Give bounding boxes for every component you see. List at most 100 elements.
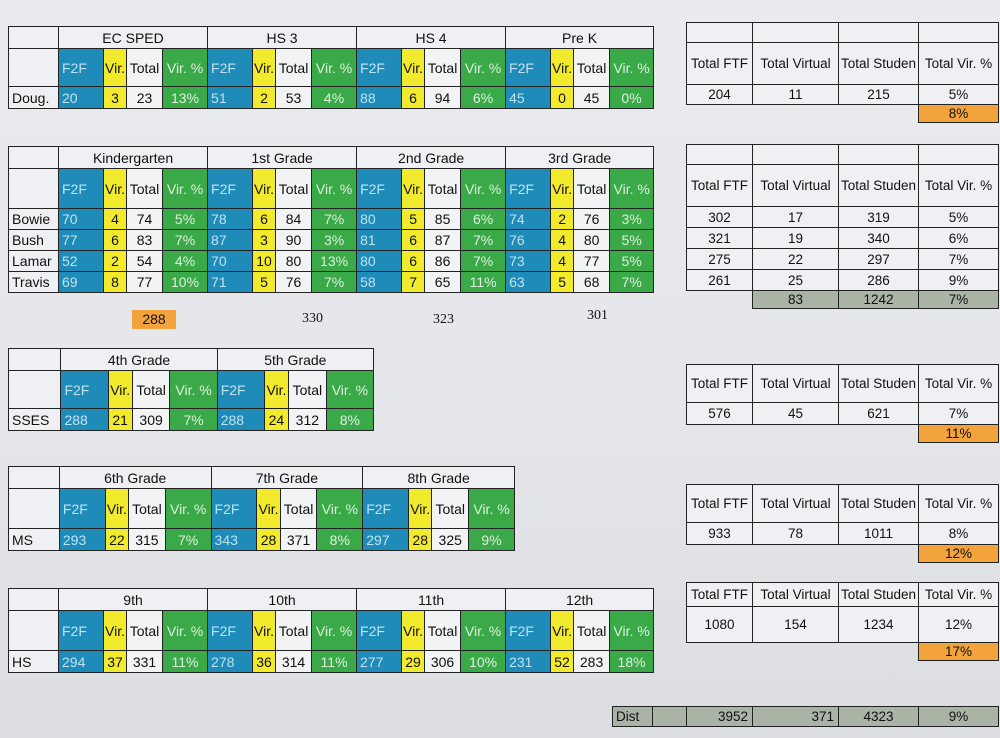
pct-value: 7% xyxy=(460,250,507,272)
total-value: 76 xyxy=(275,271,313,293)
pct-value: 5% xyxy=(609,250,655,272)
col-f2f: F2F xyxy=(356,48,403,87)
header-total-vir-pct: Total Vir. % xyxy=(918,364,999,403)
group-header: Pre K xyxy=(505,26,655,49)
col-vir: Vir. xyxy=(104,488,130,529)
total-virtual-value: 45 xyxy=(752,402,839,425)
f2f-value: 77 xyxy=(58,229,104,251)
col-f2f: F2F xyxy=(505,168,552,209)
col-pct: Vir. % xyxy=(460,610,507,651)
col-f2f: F2F xyxy=(356,610,403,651)
col-pct: Vir. % xyxy=(161,48,209,87)
pct-value: 13% xyxy=(161,86,209,109)
group-header: 5th Grade xyxy=(216,348,375,371)
col-pct: Vir. % xyxy=(311,610,358,651)
col-total: Total xyxy=(275,168,313,209)
col-f2f: F2F xyxy=(505,610,552,651)
vir-value: 29 xyxy=(401,650,426,673)
total-value: 87 xyxy=(424,229,462,251)
kindergarten-total: 288 xyxy=(132,310,176,329)
blank-cell xyxy=(752,22,839,43)
vir-value: 28 xyxy=(256,528,281,551)
row-label: Bush xyxy=(8,229,59,251)
vir-value: 6 xyxy=(252,208,277,230)
hs-grade-table: 9th 10th 11th 12th F2F Vir. Total Vir. % F2… xyxy=(8,588,655,673)
header-total-ftf: Total FTF xyxy=(686,164,753,207)
blank-cell xyxy=(686,144,753,165)
pct-value: 13% xyxy=(311,250,358,272)
total-students-value: 1011 xyxy=(838,522,919,545)
row-label-blank xyxy=(8,48,59,87)
group-header: 7th Grade xyxy=(210,466,364,489)
total-value: 312 xyxy=(287,408,327,431)
row-label: MS xyxy=(8,528,60,551)
header-total-virtual: Total Virtual xyxy=(752,582,839,607)
header-total-students: Total Studen xyxy=(838,164,919,207)
col-f2f: F2F xyxy=(207,168,254,209)
total-value: 68 xyxy=(573,271,611,293)
highlight-pct: 12% xyxy=(918,544,999,563)
total-value: 85 xyxy=(424,208,462,230)
vir-value: 3 xyxy=(103,86,127,109)
pct-value: 0% xyxy=(609,86,655,109)
col-total: Total xyxy=(131,370,171,409)
table-row: Lamar 52 2 54 4% 70 10 80 13% 80 6 86 7% 73 4 77 5% xyxy=(8,250,655,272)
total-value: 331 xyxy=(126,650,163,673)
col-vir: Vir. xyxy=(103,48,127,87)
vir-value: 36 xyxy=(252,650,277,673)
col-f2f: F2F xyxy=(207,48,254,87)
header-total-students: Total Studen xyxy=(838,42,919,85)
vir-value: 2 xyxy=(103,250,127,272)
total-value: 84 xyxy=(275,208,313,230)
corner-cell xyxy=(8,146,59,169)
pct-value: 18% xyxy=(609,650,655,673)
group-header: 1st Grade xyxy=(207,146,358,169)
total-vir-pct-sum: 7% xyxy=(918,290,999,309)
col-pct: Vir. % xyxy=(311,48,358,87)
district-label: Dist xyxy=(612,706,653,727)
f2f-value: 343 xyxy=(210,528,258,551)
col-vir: Vir. xyxy=(103,610,127,651)
col-f2f: F2F xyxy=(207,610,254,651)
col-pct: Vir. % xyxy=(609,168,655,209)
vir-value: 24 xyxy=(263,408,289,431)
table-row: 204 11 215 5% xyxy=(686,84,999,105)
total-vir-pct-value: 6% xyxy=(918,227,999,249)
col-f2f: F2F xyxy=(58,488,106,529)
vir-value: 28 xyxy=(407,528,433,551)
total-vir-pct-value: 7% xyxy=(918,402,999,425)
f2f-value: 45 xyxy=(505,86,552,109)
col-vir: Vir. xyxy=(401,168,426,209)
pct-value: 10% xyxy=(460,650,507,673)
total-value: 283 xyxy=(573,650,611,673)
total-value: 94 xyxy=(424,86,462,109)
blank-cell xyxy=(652,706,687,727)
f2f-value: 277 xyxy=(356,650,403,673)
total-virtual-value: 154 xyxy=(752,606,839,643)
total-vir-pct-value: 9% xyxy=(918,269,999,291)
f2f-value: 52 xyxy=(58,250,104,272)
total-students-value: 340 xyxy=(838,227,919,249)
vir-value: 7 xyxy=(401,271,426,293)
total-virtual-value: 11 xyxy=(752,84,839,105)
col-total: Total xyxy=(126,610,163,651)
row-label: Doug. xyxy=(8,86,59,109)
vir-value: 4 xyxy=(550,250,575,272)
col-vir: Vir. xyxy=(256,488,281,529)
header-total-virtual: Total Virtual xyxy=(752,364,839,403)
col-vir: Vir. xyxy=(103,168,127,209)
table-row: Bowie 70 4 74 5% 78 6 84 7% 80 5 85 6% 74 2 76 3% xyxy=(8,208,655,230)
vir-value: 2 xyxy=(550,208,575,230)
f2f-value: 70 xyxy=(58,208,104,230)
f2f-value: 293 xyxy=(58,528,106,551)
header-total-virtual: Total Virtual xyxy=(752,164,839,207)
col-pct: Vir. % xyxy=(311,168,358,209)
f2f-value: 297 xyxy=(362,528,409,551)
third-grade-total: 301 xyxy=(587,308,608,323)
col-f2f: F2F xyxy=(210,488,258,529)
row-label-blank xyxy=(8,610,59,651)
row-label: Travis xyxy=(8,271,59,293)
table-row: Travis 69 8 77 10% 71 5 76 7% 58 7 65 11% 63 5 68 7% xyxy=(8,271,655,293)
col-vir: Vir. xyxy=(401,48,426,87)
group-header: 9th xyxy=(57,588,209,611)
